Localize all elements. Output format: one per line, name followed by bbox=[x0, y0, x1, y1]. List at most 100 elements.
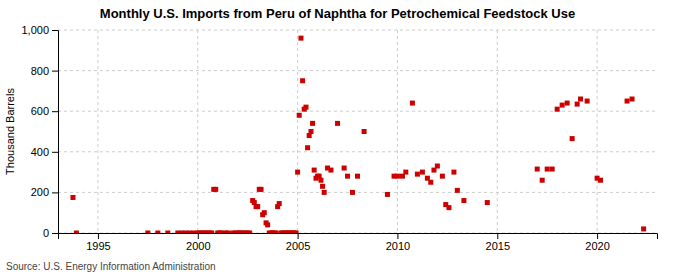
point bbox=[395, 174, 400, 179]
tick: 0 bbox=[43, 227, 58, 239]
grid-line bbox=[58, 30, 657, 31]
tick-label: 200 bbox=[31, 186, 49, 198]
point bbox=[165, 231, 170, 234]
point bbox=[310, 121, 315, 126]
tick-mark bbox=[52, 71, 58, 72]
grid-line bbox=[58, 151, 657, 152]
point bbox=[277, 201, 282, 206]
point bbox=[446, 205, 451, 210]
axis-line bbox=[52, 31, 59, 234]
point bbox=[535, 167, 540, 172]
tick: 2010 bbox=[386, 233, 410, 252]
tick: 2000 bbox=[186, 233, 210, 252]
point bbox=[575, 102, 580, 107]
tick-mark bbox=[198, 233, 199, 239]
point bbox=[485, 200, 490, 205]
point bbox=[428, 180, 433, 185]
tick: 400 bbox=[31, 146, 58, 158]
tick-label: 2000 bbox=[186, 240, 210, 252]
point bbox=[342, 166, 347, 171]
point bbox=[565, 101, 570, 106]
point bbox=[328, 168, 333, 173]
grid-line bbox=[58, 192, 657, 193]
point bbox=[262, 210, 267, 215]
grid-line bbox=[58, 111, 657, 112]
tick-mark bbox=[298, 233, 299, 239]
point bbox=[225, 231, 230, 234]
tick-label: 2015 bbox=[486, 240, 510, 252]
axis-line bbox=[59, 234, 658, 240]
point bbox=[350, 190, 355, 195]
point bbox=[555, 107, 560, 112]
point bbox=[461, 198, 466, 203]
point bbox=[415, 172, 420, 177]
point bbox=[297, 113, 302, 118]
point bbox=[318, 178, 323, 183]
point bbox=[385, 192, 390, 197]
point bbox=[259, 187, 264, 192]
point bbox=[455, 188, 460, 193]
grid-line bbox=[497, 30, 498, 233]
tick-mark bbox=[52, 30, 58, 31]
point bbox=[410, 101, 415, 106]
point bbox=[74, 231, 79, 234]
tick-label: 0 bbox=[43, 227, 49, 239]
grid-line bbox=[197, 30, 198, 233]
tick: 2005 bbox=[286, 233, 310, 252]
point bbox=[70, 195, 75, 200]
point bbox=[295, 170, 300, 175]
x-axis: 1995 2000 2005 2010 2015 2020 bbox=[59, 233, 658, 252]
grid-line bbox=[58, 70, 657, 71]
point bbox=[362, 129, 367, 134]
tick-mark bbox=[397, 233, 398, 239]
point bbox=[294, 231, 299, 234]
tick-mark bbox=[52, 152, 58, 153]
point bbox=[305, 145, 310, 150]
point bbox=[320, 184, 325, 189]
point bbox=[298, 36, 303, 41]
point bbox=[440, 174, 445, 179]
tick-label: 600 bbox=[31, 105, 49, 117]
tick-label: 2010 bbox=[386, 240, 410, 252]
point bbox=[335, 121, 340, 126]
tick-label: 2005 bbox=[286, 240, 310, 252]
tick-mark bbox=[52, 233, 58, 234]
points bbox=[70, 36, 646, 233]
tick: 1,000 bbox=[21, 24, 58, 36]
point bbox=[403, 170, 408, 175]
point bbox=[451, 170, 456, 175]
point bbox=[145, 231, 150, 234]
tick-mark bbox=[497, 233, 498, 239]
point bbox=[625, 99, 630, 104]
y-axis: 0 200 400 600 800 1,000 bbox=[21, 24, 58, 239]
point bbox=[303, 105, 308, 110]
grid bbox=[58, 30, 657, 233]
point bbox=[630, 97, 635, 102]
tick-mark bbox=[98, 233, 99, 239]
point bbox=[435, 164, 440, 169]
title: Monthly U.S. Imports from Peru of Naphth… bbox=[100, 6, 575, 21]
point bbox=[355, 174, 360, 179]
point bbox=[308, 129, 313, 134]
grid-line bbox=[397, 30, 398, 233]
point bbox=[560, 103, 565, 108]
point bbox=[265, 222, 270, 227]
tick-mark bbox=[52, 111, 58, 112]
point bbox=[345, 174, 350, 179]
tick: 600 bbox=[31, 105, 58, 117]
tick: 2020 bbox=[585, 233, 609, 252]
tick: 800 bbox=[31, 65, 58, 77]
grid-line bbox=[297, 30, 298, 233]
y-axis-title: Thousand Barrels bbox=[4, 88, 16, 175]
grid-line bbox=[597, 30, 598, 233]
point bbox=[274, 231, 279, 234]
tick-mark bbox=[597, 233, 598, 239]
tick-label: 2020 bbox=[585, 240, 609, 252]
plot-area: 1995 2000 2005 2010 2015 2020 0 200 400 600 800 1,0… bbox=[21, 24, 657, 252]
tick-label: 1995 bbox=[86, 240, 110, 252]
tick: 2015 bbox=[486, 233, 510, 252]
tick: 200 bbox=[31, 186, 58, 198]
point bbox=[255, 204, 260, 209]
point bbox=[312, 168, 317, 173]
point bbox=[322, 190, 327, 195]
